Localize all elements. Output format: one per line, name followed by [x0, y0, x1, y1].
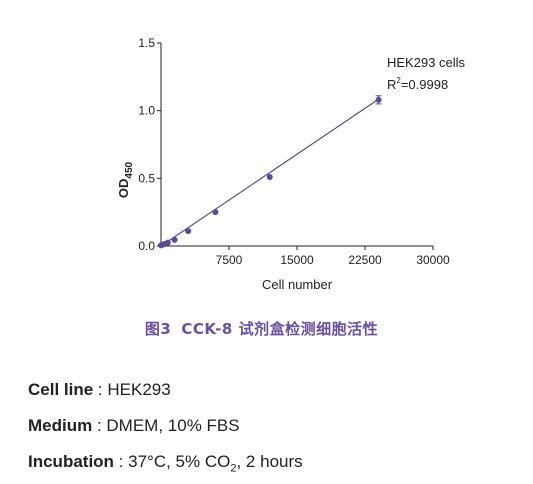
info-medium-label: Medium [28, 416, 93, 435]
data-point [375, 96, 382, 103]
figure-caption-text: CCK-8 试剂盒检测细胞活性 [181, 320, 379, 338]
info-medium-sep: : [92, 416, 107, 435]
info-medium: Medium : DMEM, 10% FBS [28, 416, 240, 436]
cck8-standard-curve-chart: 0.0 0.5 1.0 1.5 7500 15000 22500 30000 OD450 Ce… [116, 36, 466, 292]
figure-caption: 图3 CCK-8 试剂盒检测细胞活性 [0, 318, 533, 339]
info-incubation-sep: : [113, 452, 129, 471]
data-point [185, 228, 192, 235]
info-cell-line-label: Cell line [28, 380, 94, 399]
x-axis-title: Cell number [262, 277, 333, 292]
fit-line-group [160, 98, 379, 247]
x-tick-label: 30000 [416, 253, 450, 267]
y-tick-label: 1.5 [138, 36, 155, 50]
info-cell-line: Cell line : HEK293 [28, 380, 171, 400]
info-incubation: Incubation : 37°C, 5% CO2, 2 hours [28, 452, 303, 474]
info-incubation-label: Incubation [28, 452, 114, 471]
info-incubation-value: 37°C, 5% CO2, 2 hours [128, 452, 303, 475]
fit-line [160, 98, 379, 247]
figure-number: 图3 [144, 320, 172, 338]
x-tick-label: 22500 [348, 253, 382, 267]
chart-axes: 0.0 0.5 1.0 1.5 7500 15000 22500 30000 [138, 36, 450, 267]
x-tick-label: 7500 [216, 253, 243, 267]
y-tick-label: 1.0 [138, 104, 155, 118]
annotation-series-name: HEK293 cells [387, 55, 466, 70]
y-tick-label: 0.0 [138, 239, 155, 253]
y-tick-label: 0.5 [138, 171, 155, 185]
info-cell-line-value: HEK293 [107, 380, 171, 399]
y-axis-title: OD450 [116, 161, 135, 198]
x-tick-label: 15000 [280, 253, 314, 267]
data-point [266, 173, 273, 180]
info-medium-value: DMEM, 10% FBS [106, 416, 240, 435]
data-point [164, 239, 171, 246]
info-incubation-subscript: 2 [230, 462, 237, 475]
y-axis-title-subscript: 450 [124, 161, 135, 178]
info-cell-line-sep: : [93, 380, 108, 399]
data-points-group [158, 95, 382, 249]
annotation-r-squared-superscript: 2 [396, 76, 401, 85]
annotation-r-squared: R2=0.9998 [387, 76, 448, 92]
data-point [212, 209, 219, 216]
data-point [171, 236, 178, 243]
